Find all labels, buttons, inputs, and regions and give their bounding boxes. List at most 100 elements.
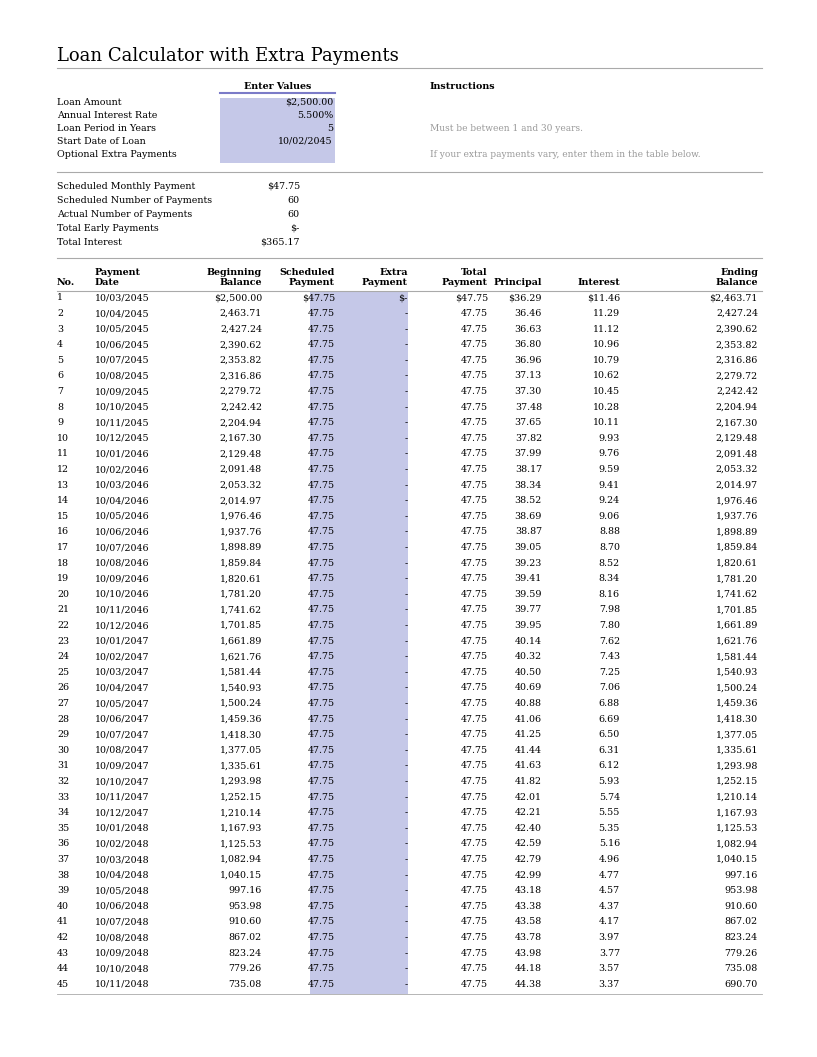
Text: -: - [404,699,408,708]
Text: 910.60: 910.60 [229,917,262,927]
Text: 10/07/2046: 10/07/2046 [95,543,150,552]
Bar [310,728,408,744]
Text: 2,129.48: 2,129.48 [220,449,262,459]
Bar [310,901,408,916]
Text: 1,621.76: 1,621.76 [716,636,758,646]
Text: 43: 43 [57,949,69,958]
Text: 1,500.24: 1,500.24 [220,699,262,708]
Text: 10/08/2048: 10/08/2048 [95,933,150,942]
Text: 38.17: 38.17 [515,465,542,475]
Text: 1,581.44: 1,581.44 [220,668,262,676]
Text: 7.25: 7.25 [599,668,620,676]
Text: 12: 12 [57,465,69,475]
Text: 1,293.98: 1,293.98 [716,761,758,771]
Text: 47.75: 47.75 [308,387,335,396]
Text: 1,418.30: 1,418.30 [220,730,262,739]
Text: 37.13: 37.13 [515,371,542,381]
Text: 10.28: 10.28 [593,403,620,411]
Text: 1,210.14: 1,210.14 [220,809,262,817]
Text: 2,279.72: 2,279.72 [220,387,262,396]
Text: 4: 4 [57,340,63,349]
Text: 47.75: 47.75 [308,356,335,365]
Text: 47.75: 47.75 [308,887,335,895]
Text: 42.40: 42.40 [515,823,542,833]
Text: 10/09/2046: 10/09/2046 [95,574,150,583]
Text: 1,082.94: 1,082.94 [220,855,262,865]
Text: 10/11/2047: 10/11/2047 [95,793,150,801]
Text: 47.75: 47.75 [308,871,335,879]
Text: 4.37: 4.37 [599,902,620,911]
Text: 779.26: 779.26 [725,949,758,958]
Text: 47.75: 47.75 [308,761,335,771]
Bar [310,573,408,589]
Text: Total: Total [462,268,488,277]
Text: 34: 34 [57,809,69,817]
Bar [310,979,408,994]
Text: 2,053.32: 2,053.32 [220,481,262,489]
Text: 10/01/2046: 10/01/2046 [95,449,150,459]
Text: 47.75: 47.75 [308,371,335,381]
Text: 7.06: 7.06 [599,684,620,692]
Text: 10/11/2045: 10/11/2045 [95,419,150,427]
Text: 2,353.82: 2,353.82 [716,340,758,349]
Text: -: - [404,434,408,443]
Bar [310,292,408,308]
Text: -: - [404,949,408,958]
Text: 5.16: 5.16 [599,839,620,849]
Text: 7.43: 7.43 [599,652,620,662]
Text: 41.44: 41.44 [515,746,542,755]
Text: 10/03/2046: 10/03/2046 [95,481,150,489]
Text: 36.80: 36.80 [515,340,542,349]
Text: 10/05/2048: 10/05/2048 [95,887,150,895]
Text: Date: Date [95,278,120,288]
Text: -: - [404,871,408,879]
Text: 1,898.89: 1,898.89 [220,543,262,552]
Text: 690.70: 690.70 [725,980,758,989]
Text: 47.75: 47.75 [308,980,335,989]
Bar [310,682,408,698]
Text: 47.75: 47.75 [308,652,335,662]
Text: -: - [404,917,408,927]
Text: 1,377.05: 1,377.05 [716,730,758,739]
Text: 10: 10 [57,434,69,443]
Text: 910.60: 910.60 [725,902,758,911]
Text: 43.78: 43.78 [515,933,542,942]
Text: 39.95: 39.95 [515,622,542,630]
Text: 40.32: 40.32 [515,652,542,662]
Text: 10/10/2047: 10/10/2047 [95,777,150,786]
Text: 6.31: 6.31 [599,746,620,755]
Text: 2,390.62: 2,390.62 [716,324,758,334]
Text: Scheduled Monthly Payment: Scheduled Monthly Payment [57,182,195,191]
Text: 10/04/2047: 10/04/2047 [95,684,150,692]
Text: 823.24: 823.24 [229,949,262,958]
Text: $36.29: $36.29 [508,294,542,302]
Text: 39.23: 39.23 [515,559,542,568]
Text: 7.80: 7.80 [599,622,620,630]
Text: 41: 41 [57,917,69,927]
Text: Instructions: Instructions [430,82,496,91]
Bar [310,838,408,854]
Text: 47.75: 47.75 [461,793,488,801]
Text: 1,820.61: 1,820.61 [220,574,262,583]
Bar [310,666,408,682]
Text: -: - [404,777,408,786]
Text: $11.46: $11.46 [587,294,620,302]
Text: -: - [404,371,408,381]
Text: 6.69: 6.69 [599,715,620,724]
Text: 47.75: 47.75 [308,559,335,568]
Bar [310,526,408,541]
Text: Optional Extra Payments: Optional Extra Payments [57,150,176,159]
Text: -: - [404,668,408,676]
Text: 1,125.53: 1,125.53 [220,839,262,849]
Text: 2,167.30: 2,167.30 [716,419,758,427]
Text: 47.75: 47.75 [308,590,335,599]
Text: 2,390.62: 2,390.62 [220,340,262,349]
Text: 47.75: 47.75 [308,512,335,521]
Text: 8.88: 8.88 [599,527,620,537]
Text: 2,353.82: 2,353.82 [220,356,262,365]
Text: 10/03/2048: 10/03/2048 [95,855,150,865]
Bar [310,806,408,822]
Text: 18: 18 [57,559,69,568]
Text: 29: 29 [57,730,69,739]
Text: 9.06: 9.06 [599,512,620,521]
